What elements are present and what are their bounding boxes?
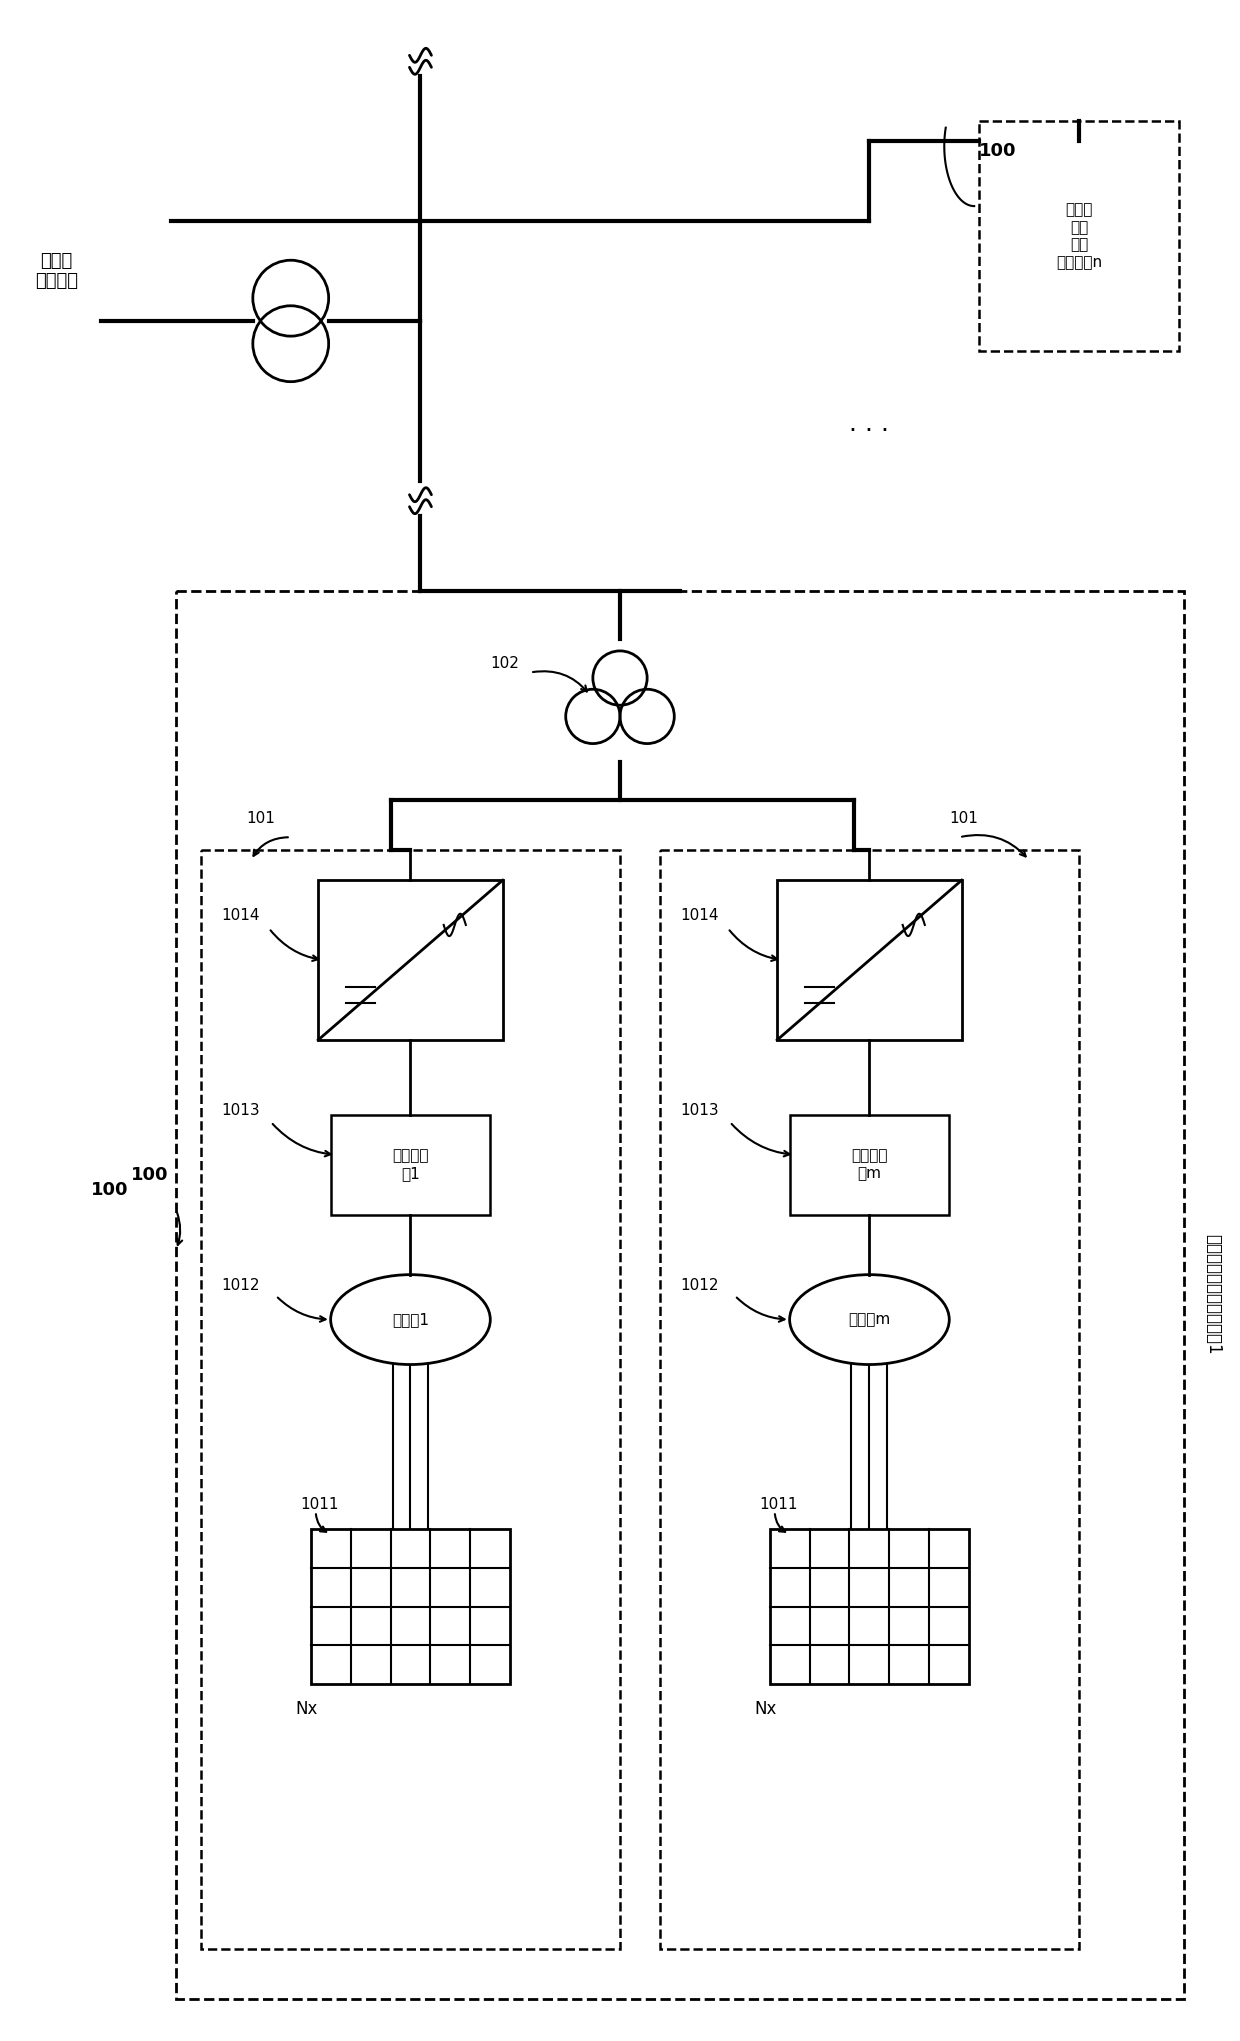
Text: 集中式
光伏
并网
发电单元n: 集中式 光伏 并网 发电单元n bbox=[1056, 202, 1102, 269]
Text: 1013: 1013 bbox=[221, 1102, 259, 1118]
Text: 101: 101 bbox=[246, 810, 275, 827]
Text: 1011: 1011 bbox=[760, 1498, 799, 1512]
Text: 100: 100 bbox=[980, 143, 1017, 159]
Text: 1012: 1012 bbox=[680, 1278, 718, 1292]
Text: 1011: 1011 bbox=[301, 1498, 340, 1512]
Bar bbox=[331, 1114, 490, 1214]
Bar bbox=[176, 590, 1184, 1998]
Text: 汇流箱1: 汇流箱1 bbox=[392, 1312, 429, 1327]
Bar bbox=[660, 851, 1079, 1949]
Text: 100: 100 bbox=[131, 1165, 169, 1184]
Text: · · ·: · · · bbox=[849, 418, 889, 443]
Text: Nx: Nx bbox=[755, 1700, 777, 1719]
Text: 直流配电
柜m: 直流配电 柜m bbox=[851, 1149, 888, 1182]
Bar bbox=[201, 851, 620, 1949]
Text: 1013: 1013 bbox=[680, 1102, 718, 1118]
Text: 1014: 1014 bbox=[221, 908, 259, 923]
Text: 101: 101 bbox=[950, 810, 978, 827]
Text: 102: 102 bbox=[490, 657, 520, 671]
Bar bbox=[980, 120, 1179, 351]
Text: 汇流箱m: 汇流箱m bbox=[848, 1312, 890, 1327]
Bar bbox=[311, 1529, 510, 1684]
Text: 直流配电
柜1: 直流配电 柜1 bbox=[392, 1149, 429, 1182]
Bar bbox=[319, 880, 502, 1041]
Text: 1014: 1014 bbox=[680, 908, 718, 923]
Text: 1012: 1012 bbox=[221, 1278, 259, 1292]
Bar bbox=[777, 880, 962, 1041]
Bar bbox=[770, 1529, 970, 1684]
Text: 中高压
交流电网: 中高压 交流电网 bbox=[35, 251, 78, 290]
Bar bbox=[790, 1114, 950, 1214]
Text: 集中式光伏并网发电单元1: 集中式光伏并网发电单元1 bbox=[1205, 1235, 1223, 1355]
Text: 100: 100 bbox=[92, 1182, 129, 1198]
Text: Nx: Nx bbox=[295, 1700, 319, 1719]
